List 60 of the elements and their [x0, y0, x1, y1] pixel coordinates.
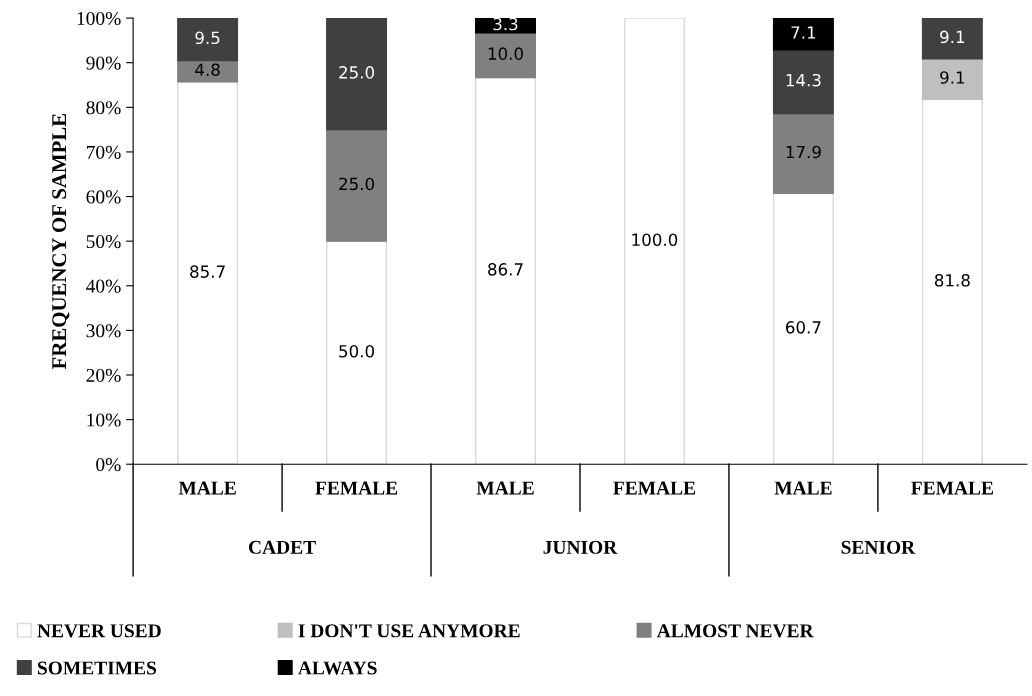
x-tick-label: FEMALE	[315, 481, 398, 495]
text: CADET	[249, 540, 316, 554]
y-tick-label: 70%	[86, 145, 121, 159]
bar	[177, 18, 239, 62]
bar	[772, 192, 834, 465]
bar	[326, 128, 388, 242]
data-label: 85.7	[190, 265, 225, 278]
bar	[177, 59, 239, 83]
y-tick-label: 50%	[86, 234, 121, 249]
legend-label: SOMETIMES	[37, 661, 157, 675]
y-tick-label: 90%	[86, 56, 121, 70]
bar	[326, 18, 388, 131]
x-tick-label: MALE	[774, 481, 832, 495]
data-label: 7.1	[791, 26, 816, 39]
bar	[921, 98, 983, 465]
data-label: 9.1	[940, 71, 965, 84]
bar	[326, 240, 388, 465]
bar	[475, 18, 536, 34]
data-label: 86.7	[488, 263, 523, 276]
y-tick-label: 80%	[86, 101, 121, 115]
data-label: 25.0	[339, 177, 374, 191]
x-tick-label: MALE	[178, 481, 236, 495]
bar	[623, 18, 685, 465]
data-label: 25.0	[339, 66, 374, 79]
x-tick-label: FEMALE	[613, 481, 696, 495]
text: JUNIOR	[543, 540, 618, 554]
data-label: 14.3	[786, 73, 821, 87]
y-tick-label: 10%	[87, 413, 121, 427]
legend-label: NEVER USED	[37, 624, 161, 638]
data-label: 4.8	[195, 63, 220, 77]
legend-label: ALMOST NEVER	[656, 624, 814, 638]
bar	[475, 32, 536, 79]
legend-label: ALWAYS	[298, 661, 377, 675]
y-tick-label: 40%	[86, 279, 121, 293]
x-tick-label: MALE	[476, 481, 534, 495]
data-label: 9.1	[940, 30, 965, 44]
legend-label: I DON'T USE ANYMORE	[298, 624, 520, 638]
y-tick-label: 0%	[96, 458, 121, 472]
y-tick-label: 60%	[86, 190, 121, 204]
bar	[772, 18, 834, 51]
bar	[772, 112, 834, 195]
data-label: 100.0	[632, 233, 678, 246]
bar	[921, 18, 983, 60]
text: SENIOR	[841, 540, 916, 554]
data-label: 81.8	[934, 273, 970, 287]
y-tick-label: 20%	[86, 368, 121, 383]
data-label: 17.9	[786, 145, 821, 159]
x-tick-label: FEMALE	[911, 481, 993, 495]
data-label: 3.3	[493, 17, 518, 31]
data-label: 9.5	[195, 31, 220, 45]
bar	[921, 57, 983, 100]
data-label: 50.0	[339, 344, 374, 358]
y-tick-label: 100%	[77, 11, 121, 26]
bar	[772, 49, 834, 115]
y-axis-title: FREQUENCY OF SAMPLE	[52, 113, 70, 370]
data-label: 60.7	[786, 321, 821, 334]
y-tick-label: 30%	[86, 324, 121, 338]
data-label: 10.0	[488, 47, 523, 60]
bar	[475, 76, 536, 465]
bar	[177, 81, 239, 465]
